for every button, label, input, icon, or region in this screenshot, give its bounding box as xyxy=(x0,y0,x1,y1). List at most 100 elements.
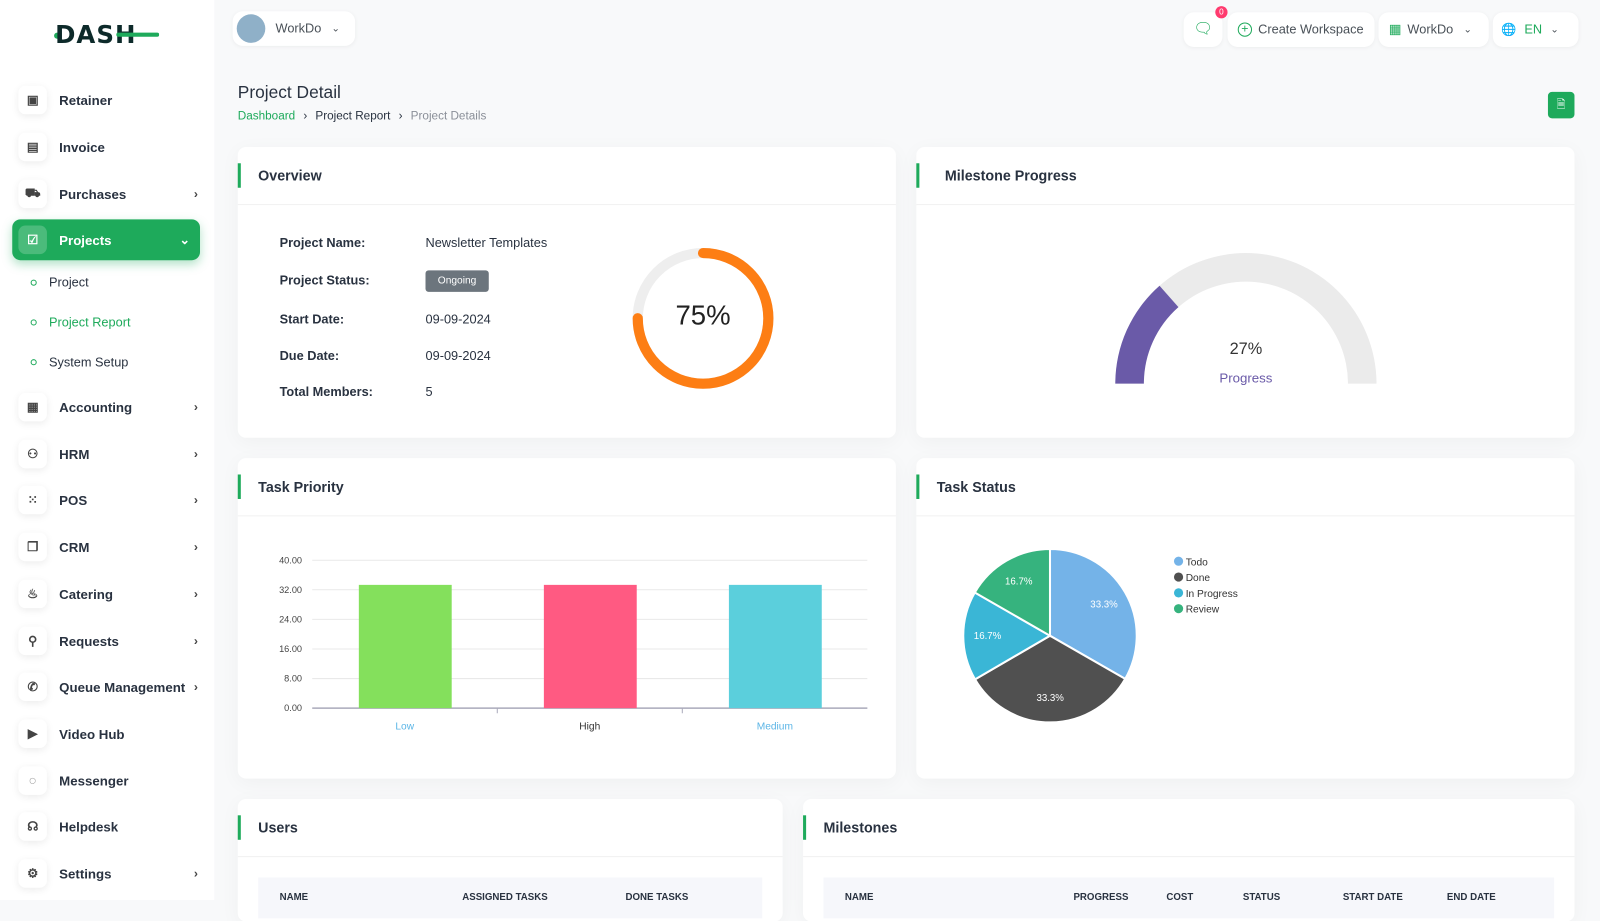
export-button[interactable]: 🗎 xyxy=(1547,91,1575,119)
milestone-progress-card: Milestone Progress 27% Progress xyxy=(916,146,1575,438)
sidebar-item-label: CRM xyxy=(59,539,90,555)
sidebar-item-pos[interactable]: ⁙ POS › xyxy=(12,480,208,521)
sidebar-item-requests[interactable]: ⚲ Requests › xyxy=(12,620,208,661)
chevron-right-icon: › xyxy=(193,186,198,202)
legend-label: Review xyxy=(1186,605,1220,616)
sidebar-item-label: Retainer xyxy=(59,92,113,108)
status-badge: Ongoing xyxy=(425,270,489,292)
logo[interactable]: DASH xyxy=(53,20,160,52)
pie-slice-in-progress[interactable] xyxy=(962,591,1053,681)
legend-swatch xyxy=(1173,604,1184,614)
field-label: Project Name: xyxy=(279,235,366,250)
sidebar-item-messenger[interactable]: ◌ Messenger xyxy=(12,760,208,801)
sidebar-item-projects[interactable]: ☑ Projects ⌄ xyxy=(12,219,200,261)
sidebar-item-label: Messenger xyxy=(59,772,129,789)
x-tick-label: Low xyxy=(395,722,414,733)
bullet-icon xyxy=(30,319,37,326)
gear-icon: ⚙ xyxy=(18,859,47,888)
field-value: 09-09-2024 xyxy=(425,312,491,327)
chevron-down-icon: ⌄ xyxy=(1550,23,1559,36)
apps-icon: ▦ xyxy=(1388,21,1402,37)
chevron-right-icon: › xyxy=(193,539,198,555)
chevron-down-icon: ⌄ xyxy=(331,22,341,35)
grid-icon: ▦ xyxy=(18,392,47,422)
slice-label: 33.3% xyxy=(1036,693,1064,704)
sidebar-item-accounting[interactable]: ▦ Accounting › xyxy=(12,387,208,428)
sidebar-item-purchases[interactable]: ⛟ Purchases › xyxy=(12,173,208,214)
breadcrumb-project-report[interactable]: Project Report xyxy=(315,110,391,123)
create-workspace-button[interactable]: + Create Workspace xyxy=(1227,12,1375,47)
column-header: DONE TASKS xyxy=(625,891,689,904)
column-header: NAME xyxy=(844,891,874,904)
y-tick-label: 32.00 xyxy=(279,585,302,595)
headphones-icon: ☊ xyxy=(18,812,47,841)
language-label: EN xyxy=(1524,22,1543,37)
sidebar-item-label: Projects xyxy=(59,232,112,248)
breadcrumb-dashboard[interactable]: Dashboard xyxy=(237,110,296,123)
milestone-gauge xyxy=(1115,253,1377,384)
sidebar-item-retainer[interactable]: ▣ Retainer xyxy=(12,80,208,121)
field-label: Start Date: xyxy=(279,312,345,327)
file-icon: ▤ xyxy=(18,132,47,162)
check-square-icon: ☑ xyxy=(18,225,47,255)
sidebar-item-hrm[interactable]: ⚇ HRM › xyxy=(12,434,208,475)
pie-slice-todo[interactable] xyxy=(1048,547,1138,681)
messages-button[interactable]: 🗨 0 xyxy=(1183,6,1228,47)
breadcrumb-current: Project Details xyxy=(410,110,487,123)
y-tick-label: 40.00 xyxy=(279,555,302,565)
workspace-avatar xyxy=(236,14,266,43)
chevron-right-icon: › xyxy=(193,679,198,694)
sidebar-item-catering[interactable]: ♨ Catering › xyxy=(12,573,208,614)
chevron-right-icon: › xyxy=(193,492,198,508)
legend-label: Todo xyxy=(1186,557,1208,568)
chevron-right-icon: › xyxy=(193,866,198,881)
column-header: NAME xyxy=(279,891,309,904)
card-title: Milestone Progress xyxy=(916,147,1575,206)
layers-icon: ❐ xyxy=(18,532,47,562)
chevron-down-icon: ⌄ xyxy=(1463,23,1473,36)
chevron-right-icon: › xyxy=(193,586,198,602)
sidebar-subitem-project-report[interactable]: Project Report xyxy=(30,315,131,330)
legend-label: Done xyxy=(1186,573,1211,584)
pie-slice-review[interactable] xyxy=(973,547,1052,638)
slice-label: 16.7% xyxy=(1005,577,1033,588)
users-icon: ⚇ xyxy=(18,439,47,469)
sidebar-item-queue-management[interactable]: ✆ Queue Management › xyxy=(12,666,208,707)
message-icon: ◌ xyxy=(18,766,47,795)
users-table-header: NAME ASSIGNED TASKS DONE TASKS xyxy=(258,877,763,919)
sidebar-item-crm[interactable]: ❐ CRM › xyxy=(12,527,208,568)
bullet-icon xyxy=(30,359,37,366)
sidebar-item-label: Requests xyxy=(59,633,119,649)
card-title: Task Priority xyxy=(237,458,896,517)
sidebar-item-settings[interactable]: ⚙ Settings › xyxy=(12,853,208,894)
chevron-right-icon: › xyxy=(193,446,198,462)
notification-badge: 0 xyxy=(1215,6,1228,19)
chef-icon: ♨ xyxy=(18,579,47,609)
company-dropdown[interactable]: ▦ WorkDo ⌄ xyxy=(1378,12,1489,47)
card-title: Users xyxy=(237,799,783,858)
file-export-icon: 🗎 xyxy=(1556,98,1566,112)
gauge-fill xyxy=(1115,285,1179,384)
sidebar-item-label: Purchases xyxy=(59,186,127,202)
sidebar-item-invoice[interactable]: ▤ Invoice xyxy=(12,127,208,168)
card-title: Overview xyxy=(237,147,896,206)
legend-swatch xyxy=(1173,588,1184,598)
sidebar-item-helpdesk[interactable]: ☊ Helpdesk xyxy=(12,806,208,847)
sidebar-subitem-system-setup[interactable]: System Setup xyxy=(30,355,129,369)
gauge-label: Progress xyxy=(1219,370,1273,386)
create-workspace-label: Create Workspace xyxy=(1258,22,1364,37)
workspace-switcher[interactable]: WorkDo ⌄ xyxy=(232,11,356,46)
pie-slice-done[interactable] xyxy=(973,634,1127,724)
workspace-name: WorkDo xyxy=(275,21,322,36)
sidebar-subitem-label: Project Report xyxy=(48,315,131,330)
sidebar-item-label: Queue Management xyxy=(59,679,186,695)
sidebar-subitem-project[interactable]: Project xyxy=(30,276,89,290)
plus-circle-icon: + xyxy=(1237,22,1253,37)
gauge-value: 27% xyxy=(1229,340,1263,359)
sidebar-item-video-hub[interactable]: ▶ Video Hub xyxy=(12,713,208,754)
progress-percent: 75% xyxy=(675,299,731,331)
video-icon: ▶ xyxy=(18,719,47,748)
chevron-right-icon: › xyxy=(398,110,403,123)
language-dropdown[interactable]: 🌐 EN ⌄ xyxy=(1492,12,1579,47)
milestones-card: Milestones NAME PROGRESS COST STATUS STA… xyxy=(803,798,1575,921)
